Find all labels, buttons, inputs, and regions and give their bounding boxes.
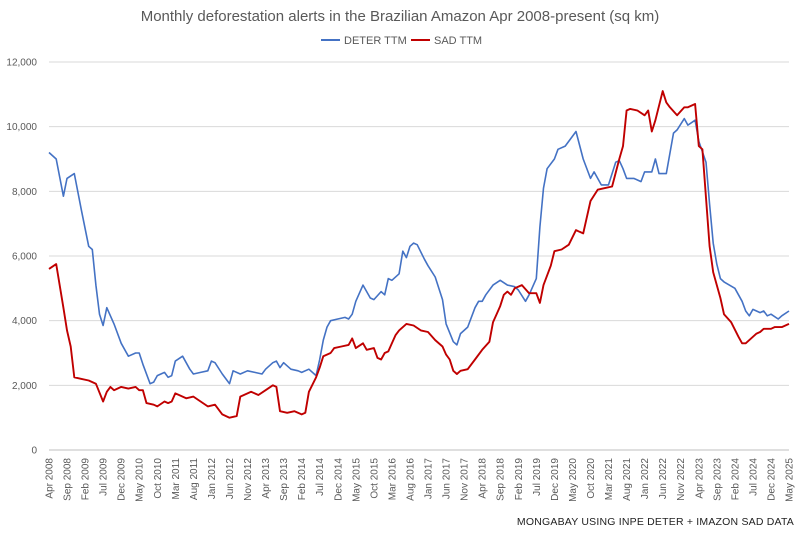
x-tick-label: Mar 2021 bbox=[604, 458, 615, 501]
x-tick-label: Mar 2011 bbox=[171, 458, 182, 500]
source-note: MONGABAY USING INPE DETER + IMAZON SAD D… bbox=[517, 516, 794, 528]
x-tick-label: May 2025 bbox=[785, 458, 796, 502]
x-tick-label: Apr 2008 bbox=[45, 458, 56, 499]
y-tick-label: 0 bbox=[31, 446, 37, 457]
x-tick-label: Jul 2019 bbox=[532, 458, 543, 496]
series-line-deter-ttm bbox=[48, 117, 790, 385]
y-tick-label: 12,000 bbox=[6, 58, 37, 69]
x-axis-ticks: Apr 2008 Sep 2008 Feb 2009 Jul 2009 Dec 2009… bbox=[45, 458, 796, 502]
x-tick-label: Mar 2016 bbox=[387, 458, 398, 501]
x-tick-label: Sep 2018 bbox=[496, 458, 507, 501]
x-tick-label: Feb 2009 bbox=[81, 458, 92, 501]
x-tick-label: Dec 2024 bbox=[766, 458, 777, 501]
series-line-sad-ttm bbox=[48, 90, 790, 419]
x-tick-label: Sep 2008 bbox=[63, 458, 74, 501]
x-tick-label: Nov 2017 bbox=[460, 458, 471, 501]
x-tick-label: Jan 2017 bbox=[424, 458, 435, 500]
x-tick-label: May 2010 bbox=[135, 458, 146, 502]
x-tick-label: Sep 2013 bbox=[279, 458, 290, 501]
y-tick-label: 10,000 bbox=[6, 122, 37, 133]
chart-title: Monthly deforestation alerts in the Braz… bbox=[141, 8, 660, 25]
y-tick-label: 4,000 bbox=[12, 316, 37, 327]
x-tick-label: Jun 2012 bbox=[225, 458, 236, 500]
legend-label-deter: DETER TTM bbox=[344, 35, 407, 47]
legend: DETER TTM SAD TTM bbox=[321, 35, 482, 47]
x-tick-label: Feb 2014 bbox=[297, 458, 308, 501]
x-tick-label: Jun 2017 bbox=[442, 458, 453, 500]
x-tick-label: Nov 2022 bbox=[676, 458, 687, 501]
y-tick-label: 6,000 bbox=[12, 252, 37, 263]
x-tick-label: Jan 2022 bbox=[640, 458, 651, 500]
y-tick-label: 8,000 bbox=[12, 187, 37, 198]
x-tick-label: Aug 2016 bbox=[405, 458, 416, 501]
x-tick-label: Dec 2019 bbox=[550, 458, 561, 501]
legend-label-sad: SAD TTM bbox=[434, 35, 482, 47]
x-tick-label: Aug 2011 bbox=[189, 458, 200, 501]
x-tick-label: Feb 2019 bbox=[514, 458, 525, 501]
x-tick-label: Oct 2015 bbox=[369, 458, 380, 499]
x-tick-label: Jan 2012 bbox=[207, 458, 218, 500]
x-tick-label: Dec 2014 bbox=[333, 458, 344, 501]
x-tick-label: Aug 2021 bbox=[622, 458, 633, 501]
x-tick-label: Apr 2018 bbox=[478, 458, 489, 499]
x-tick-label: May 2020 bbox=[568, 458, 579, 502]
x-tick-label: Dec 2009 bbox=[117, 458, 128, 501]
series-lines bbox=[48, 90, 790, 419]
x-tick-label: Feb 2024 bbox=[730, 458, 741, 501]
x-tick-label: Apr 2023 bbox=[694, 458, 705, 499]
y-axis-ticks: 0 2,000 4,000 6,000 8,000 10,000 12,000 bbox=[6, 58, 37, 457]
y-tick-label: 2,000 bbox=[12, 381, 37, 392]
x-tick-label: Apr 2013 bbox=[261, 458, 272, 499]
x-tick-label: Jul 2009 bbox=[99, 458, 110, 496]
x-tick-label: Jul 2024 bbox=[748, 458, 759, 496]
gridlines bbox=[49, 61, 789, 451]
x-tick-label: Sep 2023 bbox=[712, 458, 723, 501]
x-tick-label: Jul 2014 bbox=[315, 458, 326, 496]
x-tick-label: Nov 2012 bbox=[243, 458, 254, 501]
x-tick-label: Jun 2022 bbox=[658, 458, 669, 500]
x-tick-label: Oct 2010 bbox=[153, 458, 164, 499]
x-tick-label: May 2015 bbox=[351, 458, 362, 502]
x-tick-label: Oct 2020 bbox=[586, 458, 597, 499]
